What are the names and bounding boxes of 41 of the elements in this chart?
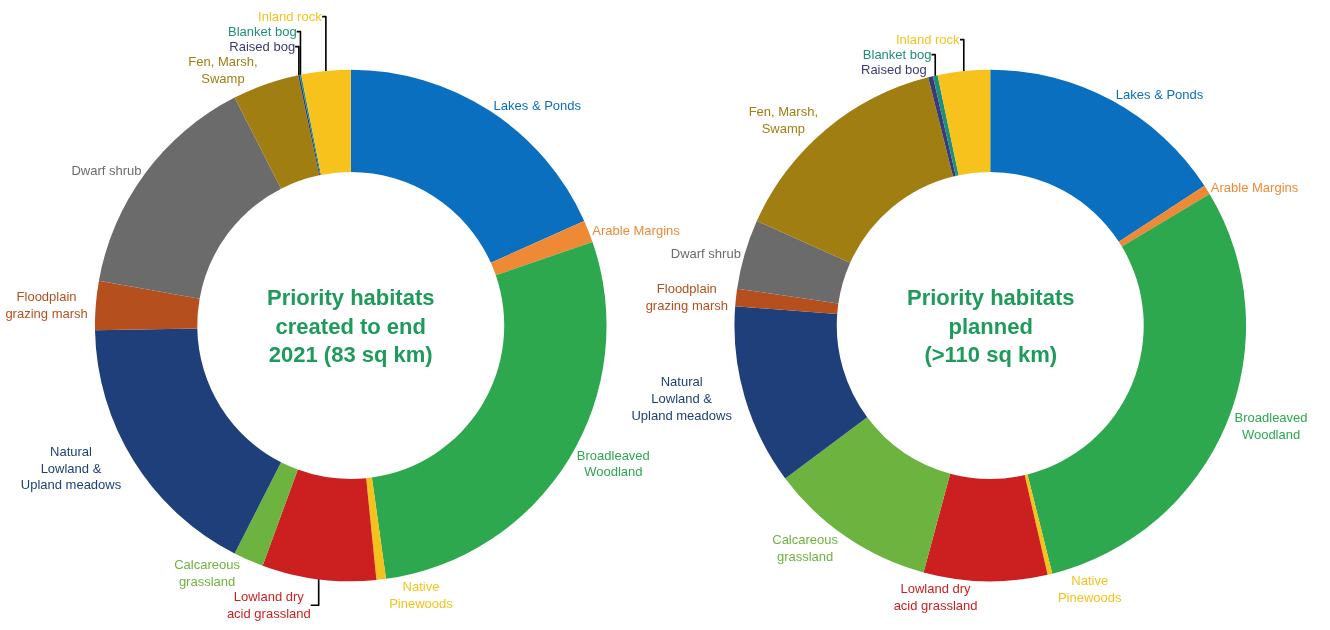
text: Priority habitats planned (>110 sq km) [907, 285, 1075, 368]
slice-label: Calcareous grassland [174, 557, 241, 590]
slice-label: Lowland dry acid grassland [226, 589, 311, 622]
slice-label: Raised bog [229, 39, 296, 55]
slice-label: Fen, Marsh, Swamp [748, 104, 818, 137]
slice-label: Native Pinewoods [1057, 573, 1123, 606]
donut-slice [366, 477, 386, 581]
slice-label: Lakes & Ponds [493, 98, 582, 114]
slice-label: Arable Margins [1210, 180, 1299, 196]
slice-label: Natural Lowland & Upland meadows [20, 443, 122, 493]
donut-slice [301, 69, 351, 175]
slice-label: Native Pinewoods [389, 579, 454, 612]
slice-label: Blanket bog [228, 24, 297, 40]
donut-slice [1024, 474, 1053, 575]
donut-slice [262, 469, 377, 582]
slice-label: Blanket bog [862, 47, 932, 63]
slice-label: Lowland dry acid grassland [893, 581, 978, 614]
slice-label: Fen, Marsh, Swamp [188, 54, 258, 87]
slice-label: Dwarf shrub [71, 163, 142, 179]
donut-slice [735, 288, 839, 314]
slice-label: Raised bog [861, 62, 927, 78]
slice-label: Broadleaved Woodland [1234, 409, 1308, 442]
slice-label: Floodplain grazing marsh [645, 281, 729, 314]
donut-slice [937, 69, 991, 176]
slice-label: Floodplain grazing marsh [5, 289, 88, 322]
slice-label: Arable Margins [592, 222, 681, 238]
slice-label: Dwarf shrub [670, 246, 741, 262]
text: Priority habitats created to end 2021 (83 sq km) [267, 285, 435, 368]
slice-label: Calcareous grassland [772, 532, 839, 564]
donut-slice [990, 69, 1205, 242]
slice-label: Natural Lowland & Upland meadows [631, 374, 733, 424]
donut-slice [490, 220, 593, 276]
donut-slice [734, 306, 868, 479]
donut-slice [923, 473, 1048, 582]
slice-label: Inland rock [258, 9, 323, 25]
donut-slice [350, 69, 585, 263]
donut-slice [1118, 185, 1210, 247]
slice-label: Broadleaved Woodland [576, 447, 650, 480]
slice-label: Lakes & Ponds [1115, 87, 1204, 103]
slice-label: Inland rock [895, 32, 961, 48]
donut-slice [95, 280, 200, 331]
